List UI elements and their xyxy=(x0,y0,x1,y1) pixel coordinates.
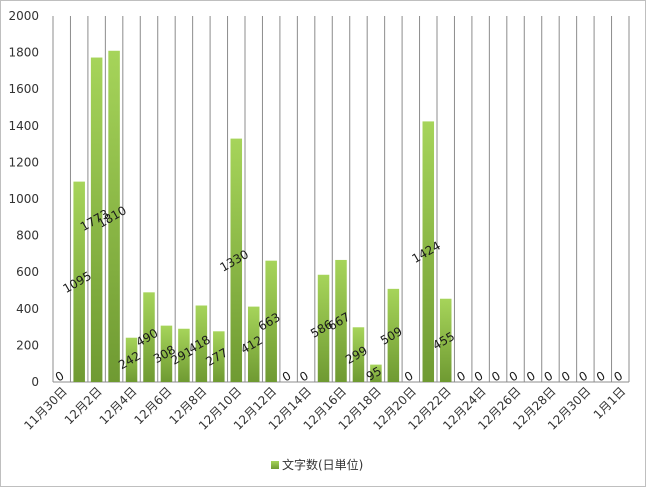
bar xyxy=(352,327,365,382)
bar xyxy=(160,325,173,382)
x-axis-tick-labels: 11月30日12月2日12月4日12月6日12月8日12月10日12月12日12… xyxy=(21,384,628,432)
y-axis-tick-labels: 0 200 400 600 800 1000 1200 1400 1600 1800 2000 xyxy=(8,9,39,389)
bars xyxy=(73,50,452,383)
bar xyxy=(90,57,103,382)
gridlines xyxy=(52,16,630,383)
y-tick-label: 0 xyxy=(31,375,39,389)
y-tick-label: 600 xyxy=(16,265,39,279)
bar xyxy=(143,292,155,382)
y-tick-label: 1800 xyxy=(8,46,39,60)
bar xyxy=(317,274,330,382)
y-tick-label: 2000 xyxy=(8,9,39,23)
bar xyxy=(387,288,400,382)
bar xyxy=(213,331,225,382)
legend-label: 文字数(日単位) xyxy=(282,457,363,472)
bar xyxy=(125,337,138,382)
x-tick-label: 11月30日 xyxy=(21,384,69,432)
bar xyxy=(73,181,85,382)
y-tick-label: 800 xyxy=(16,229,39,243)
bar xyxy=(439,298,452,382)
bar xyxy=(178,328,190,382)
x-tick-label: 1月1日 xyxy=(591,384,629,422)
bar xyxy=(265,260,277,382)
bar xyxy=(108,50,120,383)
y-tick-label: 1600 xyxy=(8,82,39,96)
x-tick-label: 12月6日 xyxy=(132,384,175,427)
y-tick-label: 1000 xyxy=(8,192,39,206)
y-tick-label: 400 xyxy=(16,302,39,316)
bar xyxy=(247,306,260,382)
bar xyxy=(422,121,435,383)
y-tick-label: 200 xyxy=(16,338,39,352)
legend-swatch xyxy=(271,461,279,469)
data-label: 95 xyxy=(364,364,384,384)
bar xyxy=(230,138,243,382)
bar xyxy=(195,305,208,382)
bar xyxy=(370,364,382,382)
legend: 文字数(日単位) xyxy=(271,457,363,472)
x-tick-label: 12月4日 xyxy=(97,384,140,427)
y-tick-label: 1400 xyxy=(8,119,39,133)
bar xyxy=(335,259,347,382)
y-tick-label: 1200 xyxy=(8,155,39,169)
x-tick-label: 12月2日 xyxy=(62,384,105,427)
